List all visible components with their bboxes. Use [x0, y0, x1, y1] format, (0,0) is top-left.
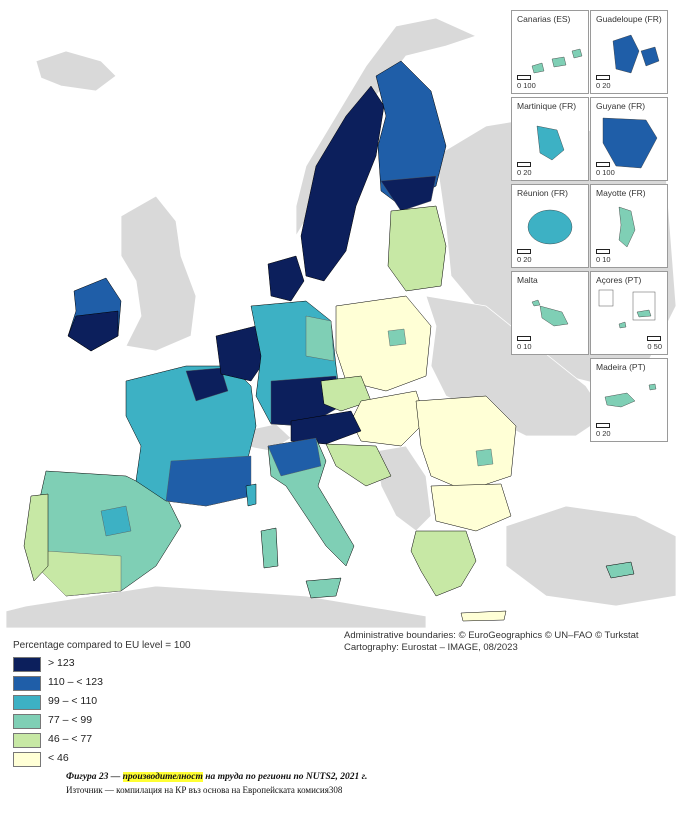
legend-swatch — [13, 657, 41, 672]
scale-bar: 0 20 — [517, 162, 532, 177]
romania-bucharest — [475, 448, 494, 467]
bulgaria — [430, 483, 512, 532]
denmark — [267, 255, 305, 302]
inset-title: Canarias (ES) — [517, 14, 571, 24]
legend-swatch — [13, 695, 41, 710]
figure-source: Източник — компилация на КР въз основа н… — [66, 785, 343, 795]
spain-madrid — [100, 505, 132, 537]
inset-canarias: Canarias (ES) 0 100 — [511, 10, 589, 94]
inset-title: Martinique (FR) — [517, 101, 577, 111]
legend-label: 99 – < 110 — [48, 695, 98, 707]
turkey — [505, 505, 676, 607]
czechia — [320, 375, 372, 412]
crete — [460, 610, 507, 622]
inset-madeira: Madeira (PT) 0 20 — [590, 358, 668, 442]
cyprus — [605, 561, 635, 579]
map-frame: Canarias (ES) 0 100 Guadeloupe (FR) 0 20… — [6, 6, 676, 628]
france-south — [165, 455, 252, 507]
inset-title: Réunion (FR) — [517, 188, 569, 198]
spain-south — [40, 550, 122, 597]
scale-bar: 0 20 — [517, 249, 532, 264]
legend-swatch — [13, 752, 41, 767]
italy-north — [267, 437, 322, 477]
slovenia-croatia — [325, 443, 392, 487]
inset-title: Malta — [517, 275, 538, 285]
inset-mayotte-shape — [618, 206, 636, 248]
inset-guadeloupe-shape — [612, 34, 660, 74]
europe-map — [6, 17, 676, 628]
inset-martinique: Martinique (FR) 0 20 — [511, 97, 589, 181]
attribution-boundaries: Administrative boundaries: © EuroGeograp… — [344, 630, 639, 641]
inset-mayotte: Mayotte (FR) 0 10 — [590, 184, 668, 268]
inset-reunion: Réunion (FR) 0 20 — [511, 184, 589, 268]
sardinia — [260, 527, 279, 569]
inset-acores-shape — [598, 289, 656, 329]
scale-bar: 0 20 — [596, 423, 611, 438]
inset-reunion-shape — [527, 209, 573, 245]
legend-label: 46 – < 77 — [48, 733, 93, 745]
portugal — [23, 493, 49, 582]
legend-label: > 123 — [48, 657, 75, 669]
caption-highlight: производителност — [122, 772, 203, 782]
inset-title: Madeira (PT) — [596, 362, 646, 372]
inset-martinique-shape — [536, 125, 565, 161]
figure-caption: Фигура 23 — производителност на труда по… — [66, 772, 368, 782]
inset-guyane: Guyane (FR) 0 100 — [590, 97, 668, 181]
austria — [290, 410, 362, 445]
legend-label: 77 – < 99 — [48, 714, 93, 726]
inset-madeira-shape — [604, 383, 657, 408]
germany-east — [305, 315, 335, 362]
sicily — [305, 577, 342, 599]
legend-swatch — [13, 714, 41, 729]
france-paris — [185, 367, 229, 402]
corsica — [245, 483, 257, 507]
scale-bar: 0 10 — [596, 249, 611, 264]
legend-label: 110 – < 123 — [48, 676, 103, 688]
scale-bar: 0 100 — [517, 75, 536, 90]
inset-guyane-shape — [602, 117, 658, 169]
greece — [410, 530, 477, 597]
legend-label: < 46 — [48, 752, 69, 764]
attribution-cartography: Cartography: Eurostat – IMAGE, 08/2023 — [344, 642, 518, 653]
north-africa — [6, 585, 427, 628]
ireland-south — [67, 310, 119, 352]
finland-south — [380, 175, 437, 212]
inset-malta-shape — [531, 299, 569, 327]
uk — [120, 195, 197, 352]
inset-title: Guyane (FR) — [596, 101, 646, 111]
poland-warsaw — [387, 328, 407, 347]
scale-bar: 0 20 — [596, 75, 611, 90]
inset-canarias-shape — [531, 48, 583, 74]
romania — [415, 395, 517, 492]
poland — [335, 295, 432, 392]
greenland-iceland — [35, 50, 117, 92]
baltics — [387, 205, 447, 292]
legend-swatch — [13, 676, 41, 691]
legend-swatch — [13, 733, 41, 748]
inset-title: Açores (PT) — [596, 275, 642, 285]
inset-title: Mayotte (FR) — [596, 188, 646, 198]
sweden — [300, 85, 385, 282]
scale-bar: 0 100 — [596, 162, 615, 177]
legend-title: Percentage compared to EU level = 100 — [13, 640, 191, 651]
inset-malta: Malta 0 10 — [511, 271, 589, 355]
inset-acores: Açores (PT) 0 50 — [590, 271, 668, 355]
scale-bar: 0 10 — [517, 336, 532, 351]
balkans-west — [375, 445, 432, 532]
scale-bar: 0 50 — [647, 336, 662, 351]
inset-guadeloupe: Guadeloupe (FR) 0 20 — [590, 10, 668, 94]
inset-title: Guadeloupe (FR) — [596, 14, 662, 24]
